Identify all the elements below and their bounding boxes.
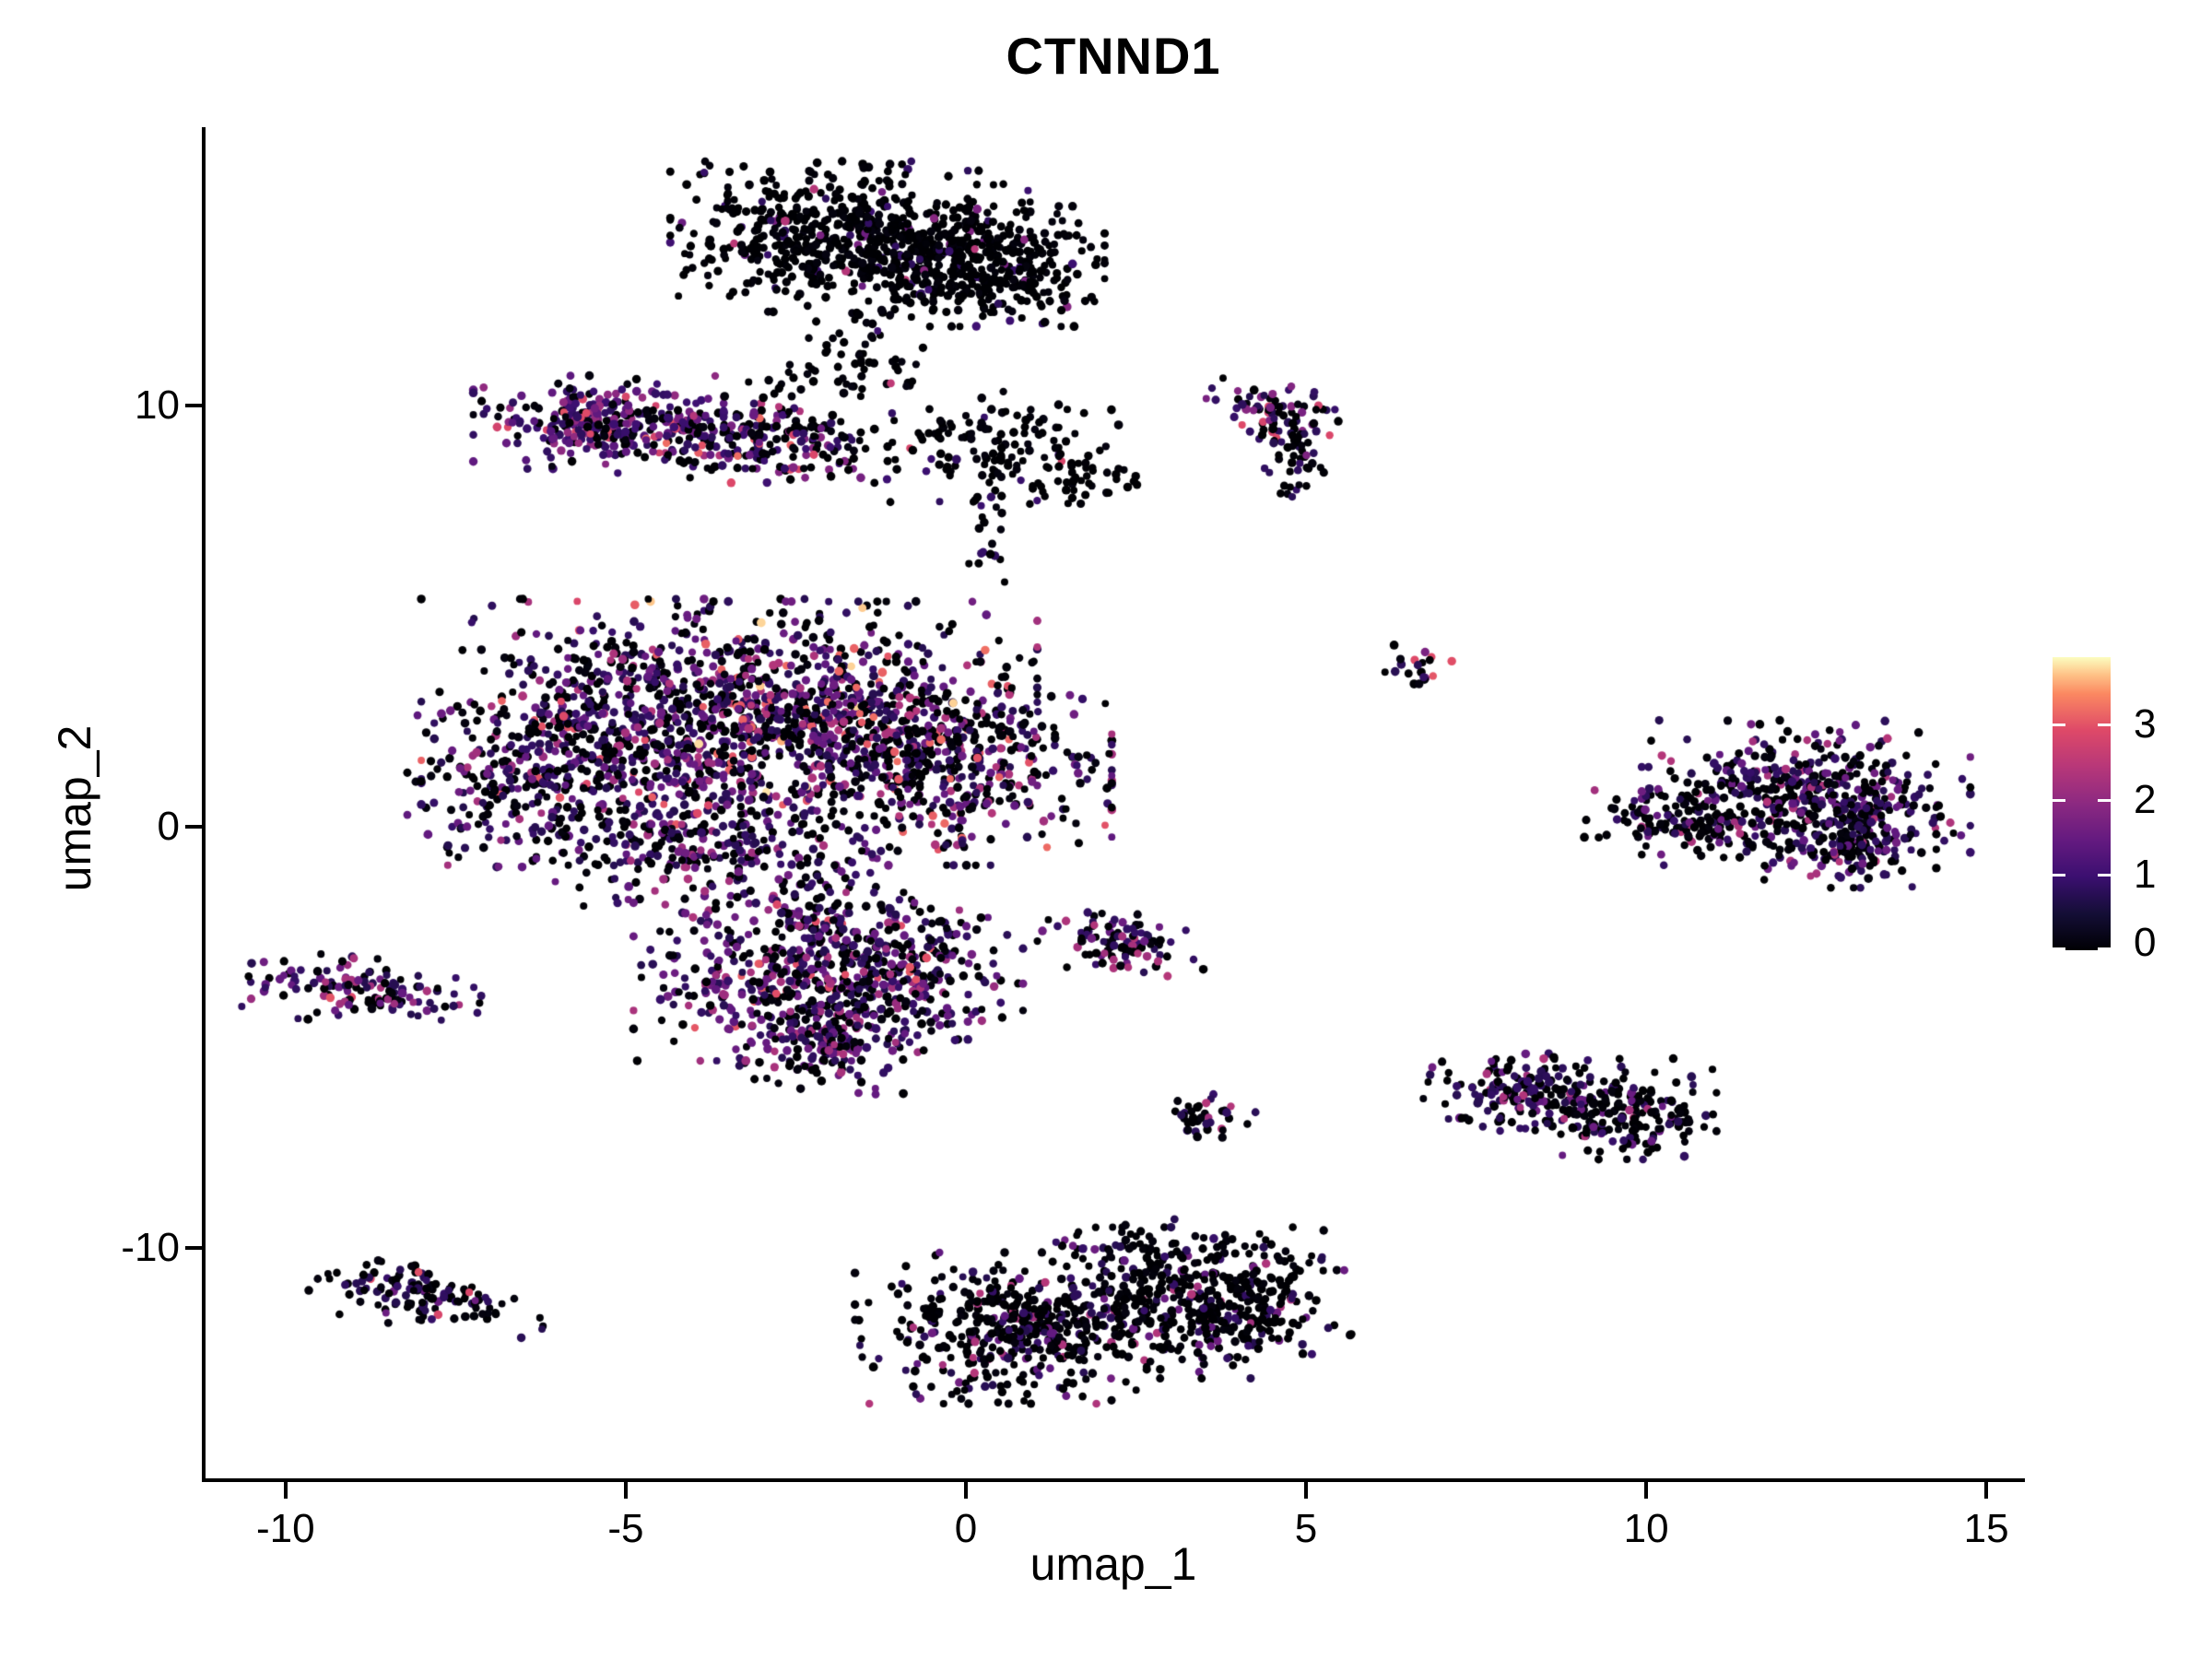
colorbar-tick-mark xyxy=(2053,724,2065,727)
y-tick-label: -10 xyxy=(121,1225,180,1271)
x-tick-label: -5 xyxy=(607,1506,644,1551)
y-tick-mark xyxy=(185,824,202,829)
x-tick-mark xyxy=(1304,1482,1309,1499)
x-tick-label: -10 xyxy=(256,1506,315,1551)
plot-title: CTNND1 xyxy=(1006,27,1221,85)
y-tick-label: 10 xyxy=(135,382,180,428)
colorbar-tick-mark xyxy=(2098,724,2111,727)
y-axis-line xyxy=(202,127,206,1482)
x-tick-mark xyxy=(963,1482,968,1499)
y-tick-label: 0 xyxy=(157,803,180,849)
x-axis-line xyxy=(202,1478,2025,1482)
colorbar-tick-label: 2 xyxy=(2134,776,2157,822)
colorbar-tick-label: 3 xyxy=(2134,701,2157,747)
x-tick-mark xyxy=(1644,1482,1649,1499)
x-tick-mark xyxy=(283,1482,288,1499)
colorbar-tick-mark xyxy=(2098,798,2111,802)
x-axis-title: umap_1 xyxy=(1030,1538,1197,1590)
x-tick-label: 5 xyxy=(1294,1506,1318,1551)
colorbar-gradient xyxy=(2053,657,2111,950)
x-tick-label: 15 xyxy=(1963,1506,2009,1551)
colorbar-tick-mark xyxy=(2053,798,2065,802)
x-tick-mark xyxy=(623,1482,628,1499)
colorbar-tick-mark xyxy=(2053,947,2065,950)
colorbar-tick-label: 0 xyxy=(2134,920,2157,965)
colorbar-tick-mark xyxy=(2053,874,2065,877)
x-tick-label: 0 xyxy=(954,1506,978,1551)
y-tick-mark xyxy=(185,403,202,407)
colorbar-tick-mark xyxy=(2098,874,2111,877)
x-tick-label: 10 xyxy=(1623,1506,1669,1551)
x-tick-mark xyxy=(1984,1482,1989,1499)
colorbar-tick-mark xyxy=(2098,947,2111,950)
y-tick-mark xyxy=(185,1246,202,1251)
colorbar-tick-label: 1 xyxy=(2134,852,2157,898)
